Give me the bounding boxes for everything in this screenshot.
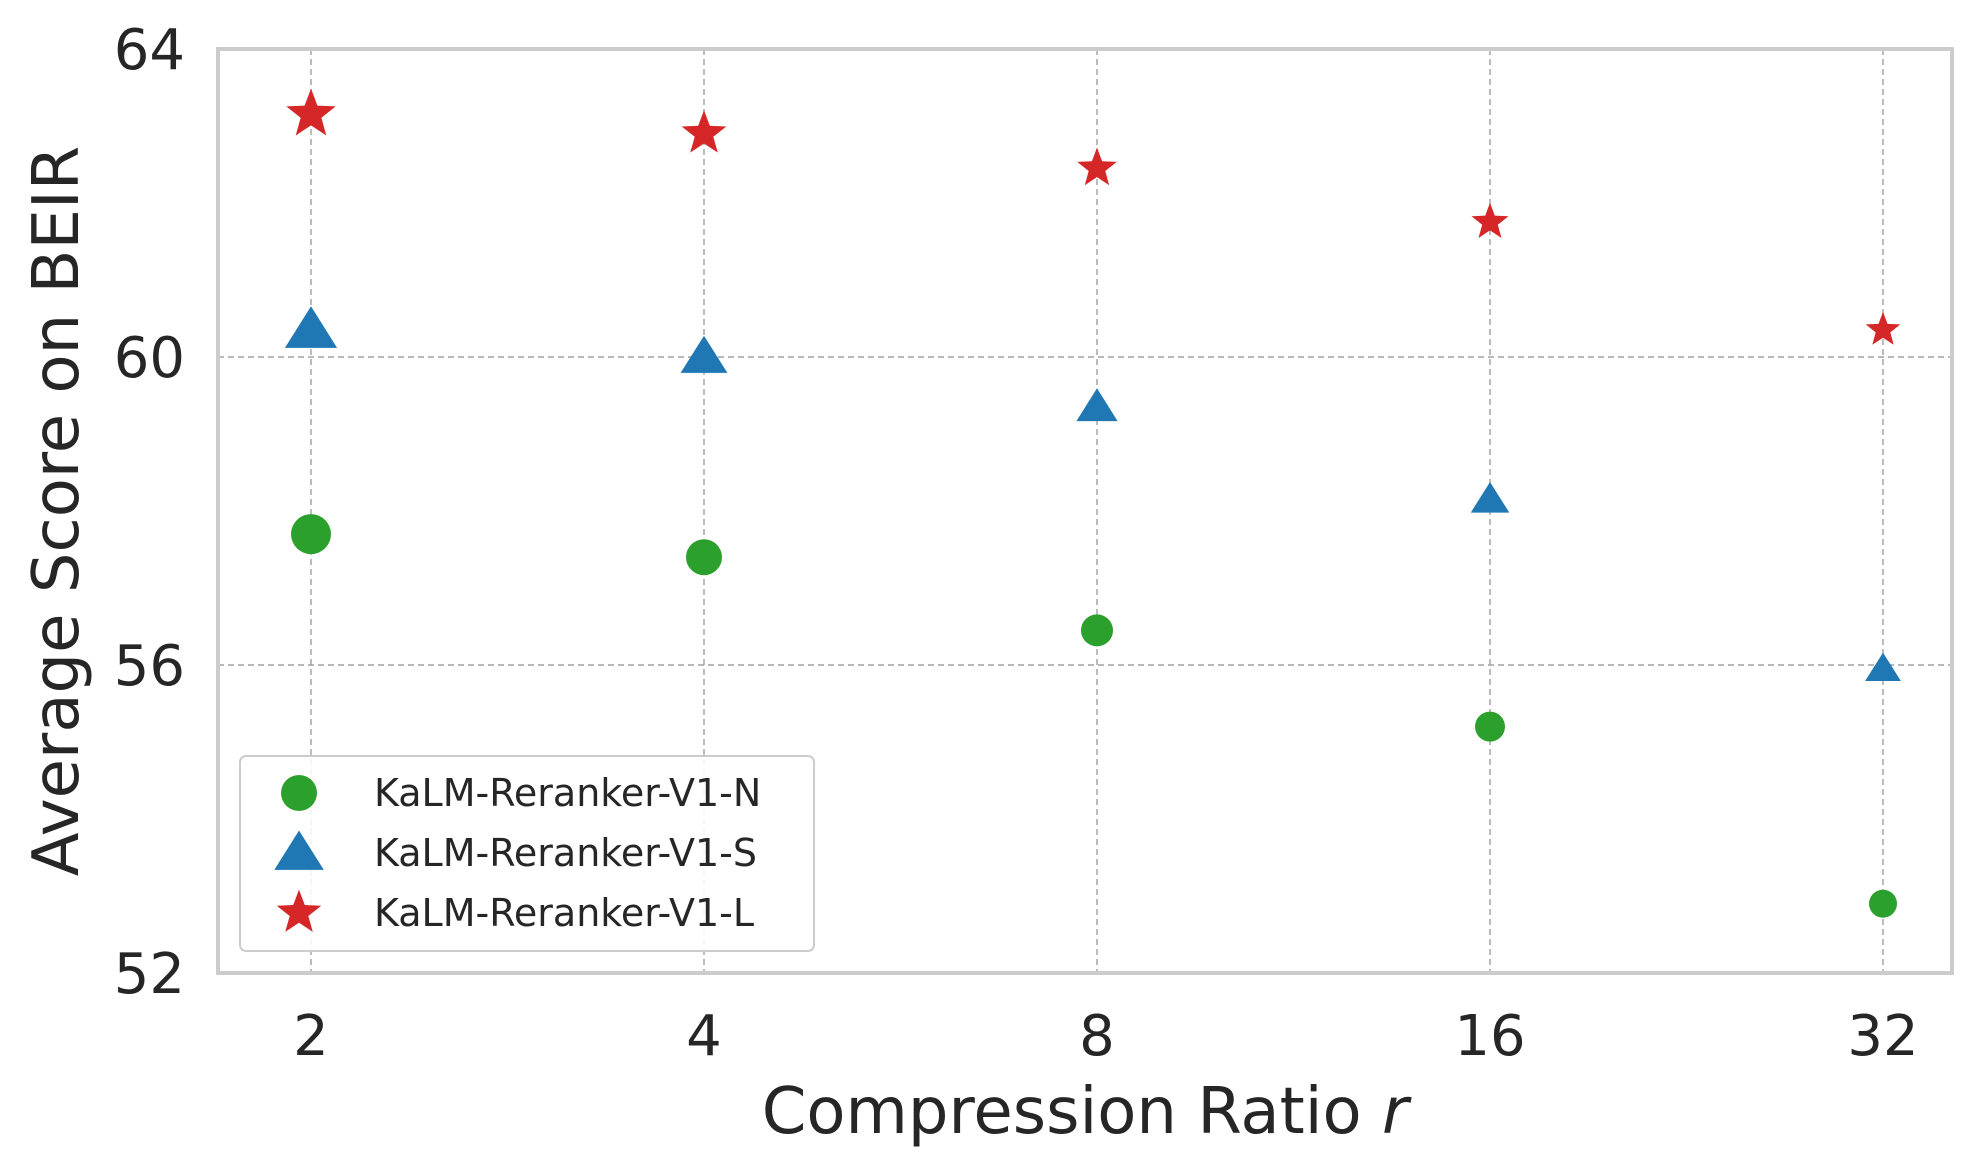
data-point-circle-x8	[1081, 614, 1113, 647]
data-point-triangle-x4	[680, 335, 728, 373]
x-tick-labels: 2 4 8 16 32	[293, 1004, 1918, 1069]
data-point-star-x2	[286, 88, 336, 136]
series-1	[291, 514, 1897, 918]
y-tick-label: 60	[114, 326, 185, 391]
x-tick-label: 2	[293, 1004, 329, 1069]
legend-marker-circle	[281, 775, 317, 811]
x-tick-label: 16	[1454, 1004, 1525, 1069]
data-point-triangle-x2	[284, 306, 338, 348]
data-point-star-x8	[1077, 147, 1117, 186]
y-tick-label: 64	[114, 18, 185, 83]
x-tick-label: 8	[1079, 1004, 1115, 1069]
series-3	[286, 88, 1901, 345]
data-point-star-x4	[681, 110, 727, 153]
x-tick-label: 32	[1847, 1004, 1918, 1069]
data-point-circle-x16	[1475, 711, 1505, 742]
legend-marker-triangle	[274, 830, 324, 870]
y-tick-labels: 52 56 60 64	[114, 18, 185, 1007]
data-point-triangle-x8	[1076, 388, 1118, 422]
series-2	[284, 306, 1901, 681]
y-tick-label: 56	[114, 634, 185, 699]
y-tick-label: 52	[114, 942, 185, 1007]
data-point-triangle-x16	[1470, 481, 1510, 513]
data-point-circle-x2	[291, 514, 331, 555]
x-axis-label: Compression Ratio r	[762, 1075, 1412, 1149]
legend-entry-label: KaLM-Reranker-V1-N	[374, 771, 761, 815]
legend-entry-label: KaLM-Reranker-V1-L	[374, 891, 754, 935]
x-tick-label: 4	[686, 1004, 722, 1069]
legend: KaLM-Reranker-V1-N KaLM-Reranker-V1-S KaLM…	[239, 755, 815, 952]
data-point-star-x16	[1471, 202, 1509, 238]
y-axis-label: Average Score on BEIR	[20, 146, 94, 877]
legend-marker-star	[276, 889, 322, 932]
legend-entry-label: KaLM-Reranker-V1-S	[374, 831, 757, 875]
legend-box	[239, 755, 815, 952]
data-point-circle-x32	[1869, 889, 1897, 918]
data-points	[284, 88, 1901, 918]
data-point-star-x32	[1865, 311, 1901, 345]
data-point-circle-x4	[686, 539, 722, 576]
data-point-triangle-x32	[1865, 652, 1901, 681]
plot-frame	[216, 47, 1954, 975]
